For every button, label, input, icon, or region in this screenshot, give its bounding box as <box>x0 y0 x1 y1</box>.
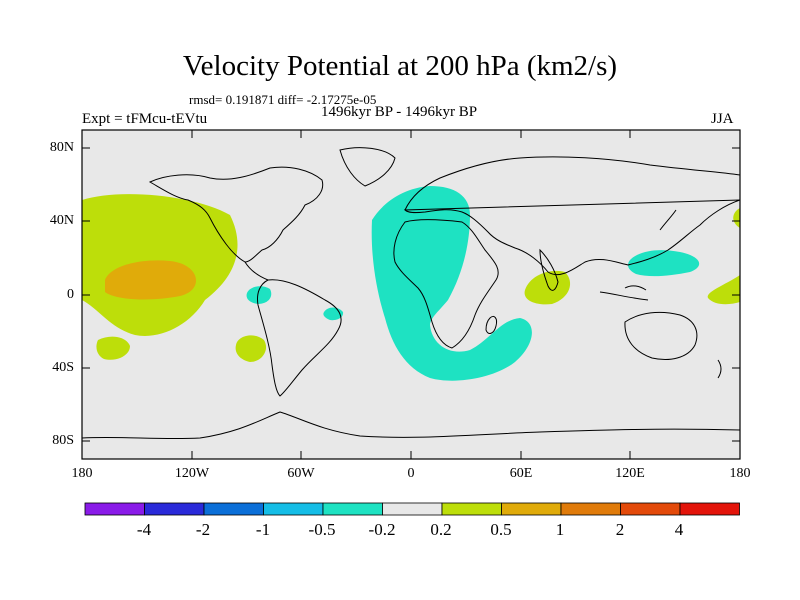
coast-central-america <box>244 261 269 281</box>
x-tick-label: 60E <box>509 466 533 481</box>
colorbar-box <box>501 502 562 516</box>
y-tick-label: 80N <box>49 140 74 155</box>
colorbar-box <box>560 502 621 516</box>
experiment-label: Expt = tFMcu-tEVtu <box>82 111 208 127</box>
colorbar-box <box>382 502 443 516</box>
x-tick-label: 60W <box>287 466 315 481</box>
contour-pos-north-edge <box>733 208 740 228</box>
colorbar-label: 4 <box>674 520 684 539</box>
coast-antarctica <box>82 411 740 440</box>
y-tick-label: 40S <box>52 360 74 375</box>
colorbar-label: -0.2 <box>368 520 396 539</box>
colorbar-box <box>679 502 740 516</box>
contour-neg-amazon <box>246 286 272 304</box>
colorbar-box <box>203 502 264 516</box>
x-tick-label: 120E <box>615 466 645 481</box>
contour-fills <box>82 186 740 381</box>
coast-greenland <box>339 147 396 187</box>
coast-indonesia <box>599 285 649 301</box>
coast-new-zealand <box>717 359 722 379</box>
colorbar-box <box>620 502 681 516</box>
coastlines <box>82 147 740 440</box>
coast-south-america <box>257 279 342 397</box>
contour-pos-core <box>105 260 197 300</box>
colorbar-label: -1 <box>255 520 271 539</box>
plot-title: Velocity Potential at 200 hPa (km2/s) <box>182 50 618 82</box>
axis-ticks <box>81 130 741 459</box>
x-tick-label: 0 <box>407 466 415 481</box>
colorbar-label: -0.5 <box>308 520 336 539</box>
contour-pos-south-pacific <box>96 336 130 360</box>
colorbar-box <box>84 502 145 516</box>
colorbar-box <box>441 502 502 516</box>
contour-pos-west-pacific-edge <box>707 275 740 305</box>
coast-north-america <box>148 166 324 263</box>
colorbar-box <box>322 502 383 516</box>
colorbar-label: 0.2 <box>430 520 452 539</box>
contour-pos-chile <box>235 335 267 362</box>
contour-neg-philippines <box>628 250 700 277</box>
y-tick-label: 40N <box>49 213 74 228</box>
contour-neg-africa-atlantic <box>371 186 532 381</box>
coast-madagascar <box>485 315 497 334</box>
colorbar-box <box>144 502 205 516</box>
coast-australia <box>624 311 698 360</box>
coast-india <box>539 248 559 291</box>
colorbar-label: -4 <box>136 520 152 539</box>
x-tick-label: 120W <box>174 466 210 481</box>
coast-japan <box>659 209 677 231</box>
colorbar-label: 2 <box>615 520 625 539</box>
colorbar-label: 1 <box>555 520 565 539</box>
season-label: JJA <box>711 111 734 127</box>
colorbar <box>84 502 740 516</box>
x-tick-label: 180 <box>729 466 751 481</box>
coast-eurasia <box>403 156 740 276</box>
coast-africa <box>393 219 499 349</box>
colorbar-label: 0.5 <box>490 520 512 539</box>
y-tick-label: 0 <box>67 287 74 302</box>
colorbar-box <box>263 502 324 516</box>
stats-text: rmsd= 0.191871 diff= -2.17275e-05 <box>189 92 377 107</box>
contour-pos-indian-ocean <box>524 270 571 305</box>
period-label: 1496kyr BP - 1496kyr BP <box>321 104 478 120</box>
y-tick-label: 80S <box>52 433 74 448</box>
colorbar-label: -2 <box>195 520 211 539</box>
x-tick-label: 180 <box>71 466 93 481</box>
